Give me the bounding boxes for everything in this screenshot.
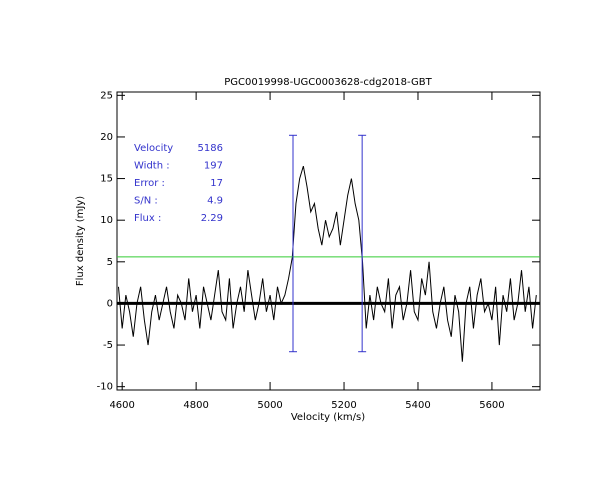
y-axis-label: Flux density (mJy) (75, 196, 86, 286)
plot-frame (116, 91, 541, 391)
annotation-label: Width : (134, 161, 170, 172)
y-tick-label: 25 (100, 90, 113, 101)
x-axis-label: Velocity (km/s) (291, 412, 365, 423)
y-tick-label: -5 (103, 340, 113, 351)
y-tick-label: 0 (107, 298, 113, 309)
y-tick-label: 20 (100, 132, 113, 143)
annotation-value: 4.9 (207, 196, 223, 207)
y-tick-label: 15 (100, 174, 113, 185)
x-tick-label: 5600 (479, 400, 504, 411)
y-tick-label: 5 (107, 257, 113, 268)
annotation-label: Flux : (134, 213, 161, 224)
annotation-label: S/N : (134, 196, 158, 207)
annotation-value: 5186 (198, 143, 223, 154)
annotation-label: Velocity (134, 143, 173, 154)
annotation-value: 2.29 (201, 213, 223, 224)
annotation-value: 17 (210, 178, 223, 189)
spectrum-line (117, 165, 537, 362)
x-tick-label: 5200 (331, 400, 356, 411)
y-tick-label: -10 (97, 382, 113, 393)
annotation-value: 197 (204, 161, 223, 172)
annotation-label: Error : (134, 178, 165, 189)
x-tick-label: 4800 (183, 400, 208, 411)
x-tick-label: 5000 (257, 400, 282, 411)
chart-title: PGC0019998-UGC0003628-cdg2018-GBT (224, 77, 432, 88)
y-tick-label: 10 (100, 215, 113, 226)
x-tick-label: 5400 (405, 400, 430, 411)
x-tick-label: 4600 (109, 400, 134, 411)
